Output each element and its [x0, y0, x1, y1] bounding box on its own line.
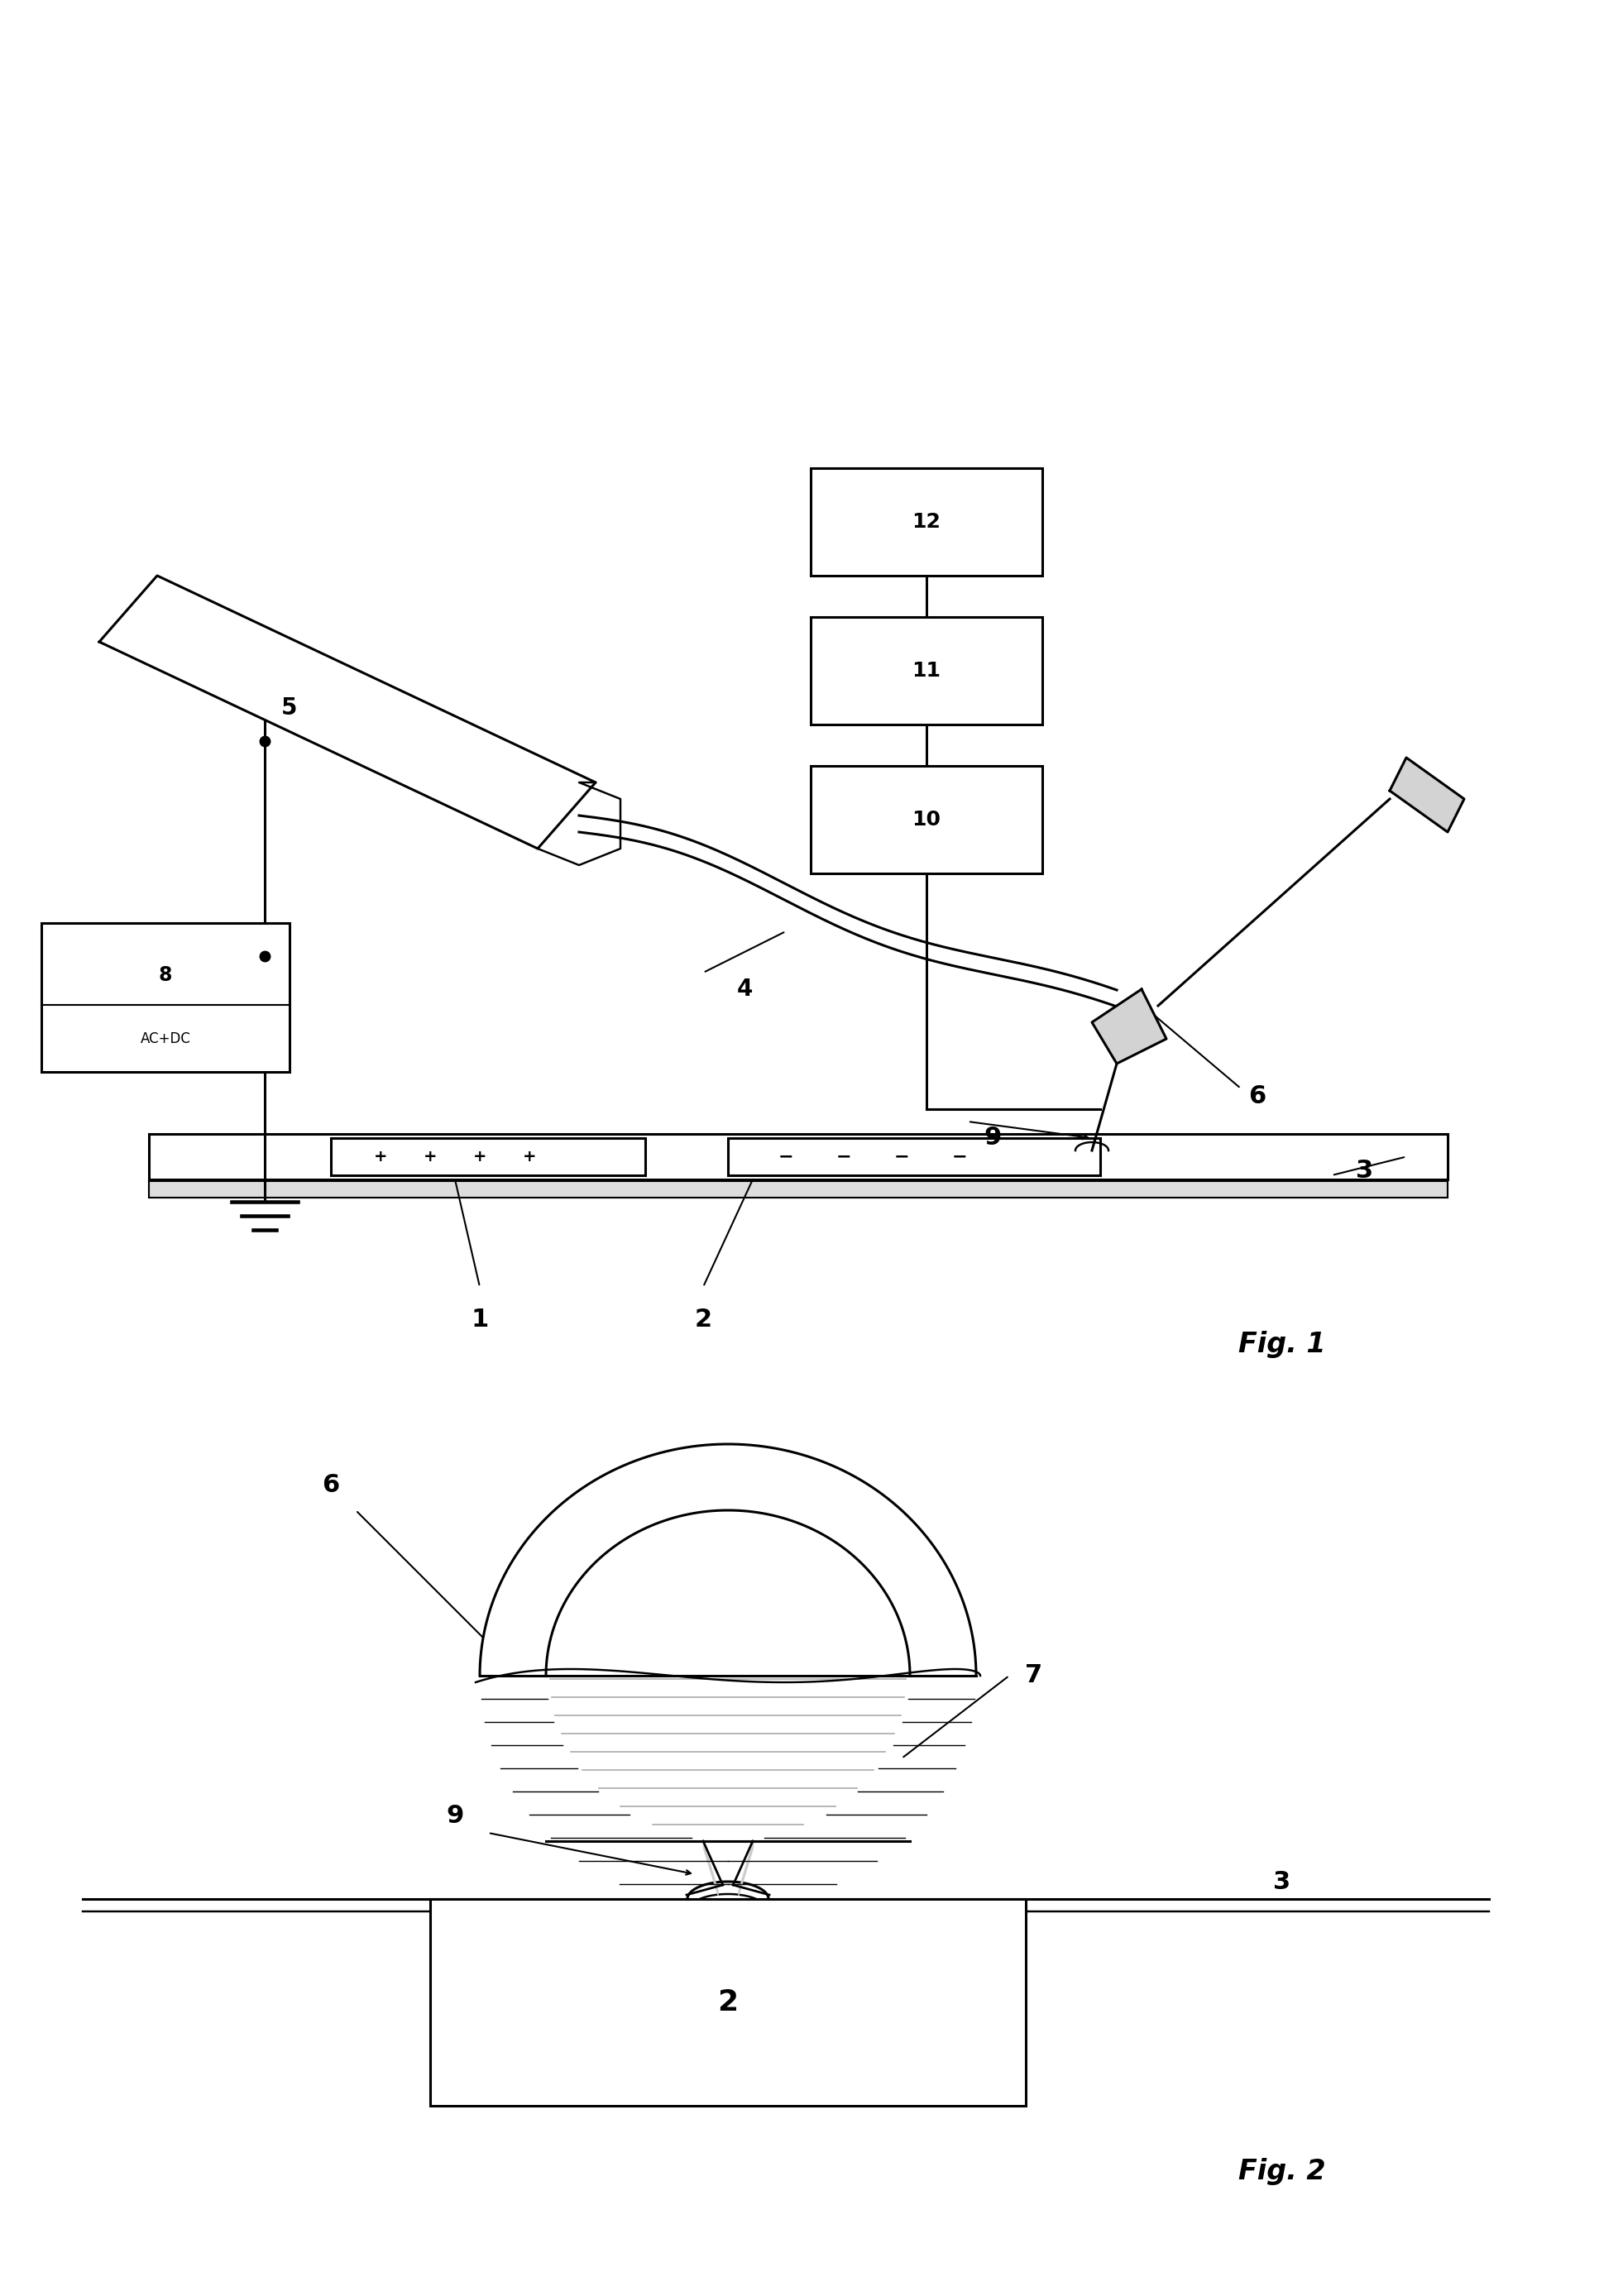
Text: 11: 11 [912, 661, 941, 680]
Polygon shape [480, 1444, 975, 1676]
Bar [331, 1139, 646, 1176]
Bar [810, 767, 1042, 872]
Text: 2: 2 [717, 1988, 738, 2016]
Text: 4: 4 [737, 978, 753, 1001]
Bar [430, 1899, 1026, 2105]
Text: −: − [894, 1148, 909, 1164]
Text: 9: 9 [984, 1125, 1001, 1150]
Text: 7: 7 [1026, 1665, 1042, 1688]
Text: 3: 3 [1274, 1871, 1290, 1894]
Bar [41, 923, 289, 1072]
Text: 2: 2 [695, 1309, 712, 1332]
Text: 9: 9 [446, 1805, 464, 1828]
Text: AC+DC: AC+DC [140, 1031, 190, 1047]
Text: +: + [472, 1148, 487, 1164]
Text: −: − [836, 1148, 852, 1164]
Text: +: + [523, 1148, 536, 1164]
Text: 10: 10 [912, 810, 941, 829]
Text: 5: 5 [281, 696, 297, 719]
Polygon shape [99, 576, 596, 850]
Text: 3: 3 [1357, 1159, 1373, 1182]
Bar [149, 1134, 1448, 1180]
Bar [149, 1180, 1448, 1199]
Text: +: + [424, 1148, 437, 1164]
Text: 8: 8 [159, 964, 172, 985]
Bar [729, 1139, 1100, 1176]
Text: −: − [951, 1148, 967, 1164]
Text: Fig. 1: Fig. 1 [1238, 1332, 1326, 1359]
Text: 6: 6 [1248, 1084, 1266, 1109]
Text: 6: 6 [321, 1474, 339, 1497]
Text: 12: 12 [912, 512, 941, 533]
Text: 1: 1 [471, 1309, 489, 1332]
Bar [810, 618, 1042, 726]
Text: −: − [777, 1148, 794, 1164]
Text: Fig. 2: Fig. 2 [1238, 2158, 1326, 2186]
Bar [810, 468, 1042, 576]
Text: +: + [373, 1148, 388, 1164]
Polygon shape [1389, 758, 1464, 831]
Polygon shape [537, 783, 620, 866]
Polygon shape [1092, 990, 1167, 1063]
